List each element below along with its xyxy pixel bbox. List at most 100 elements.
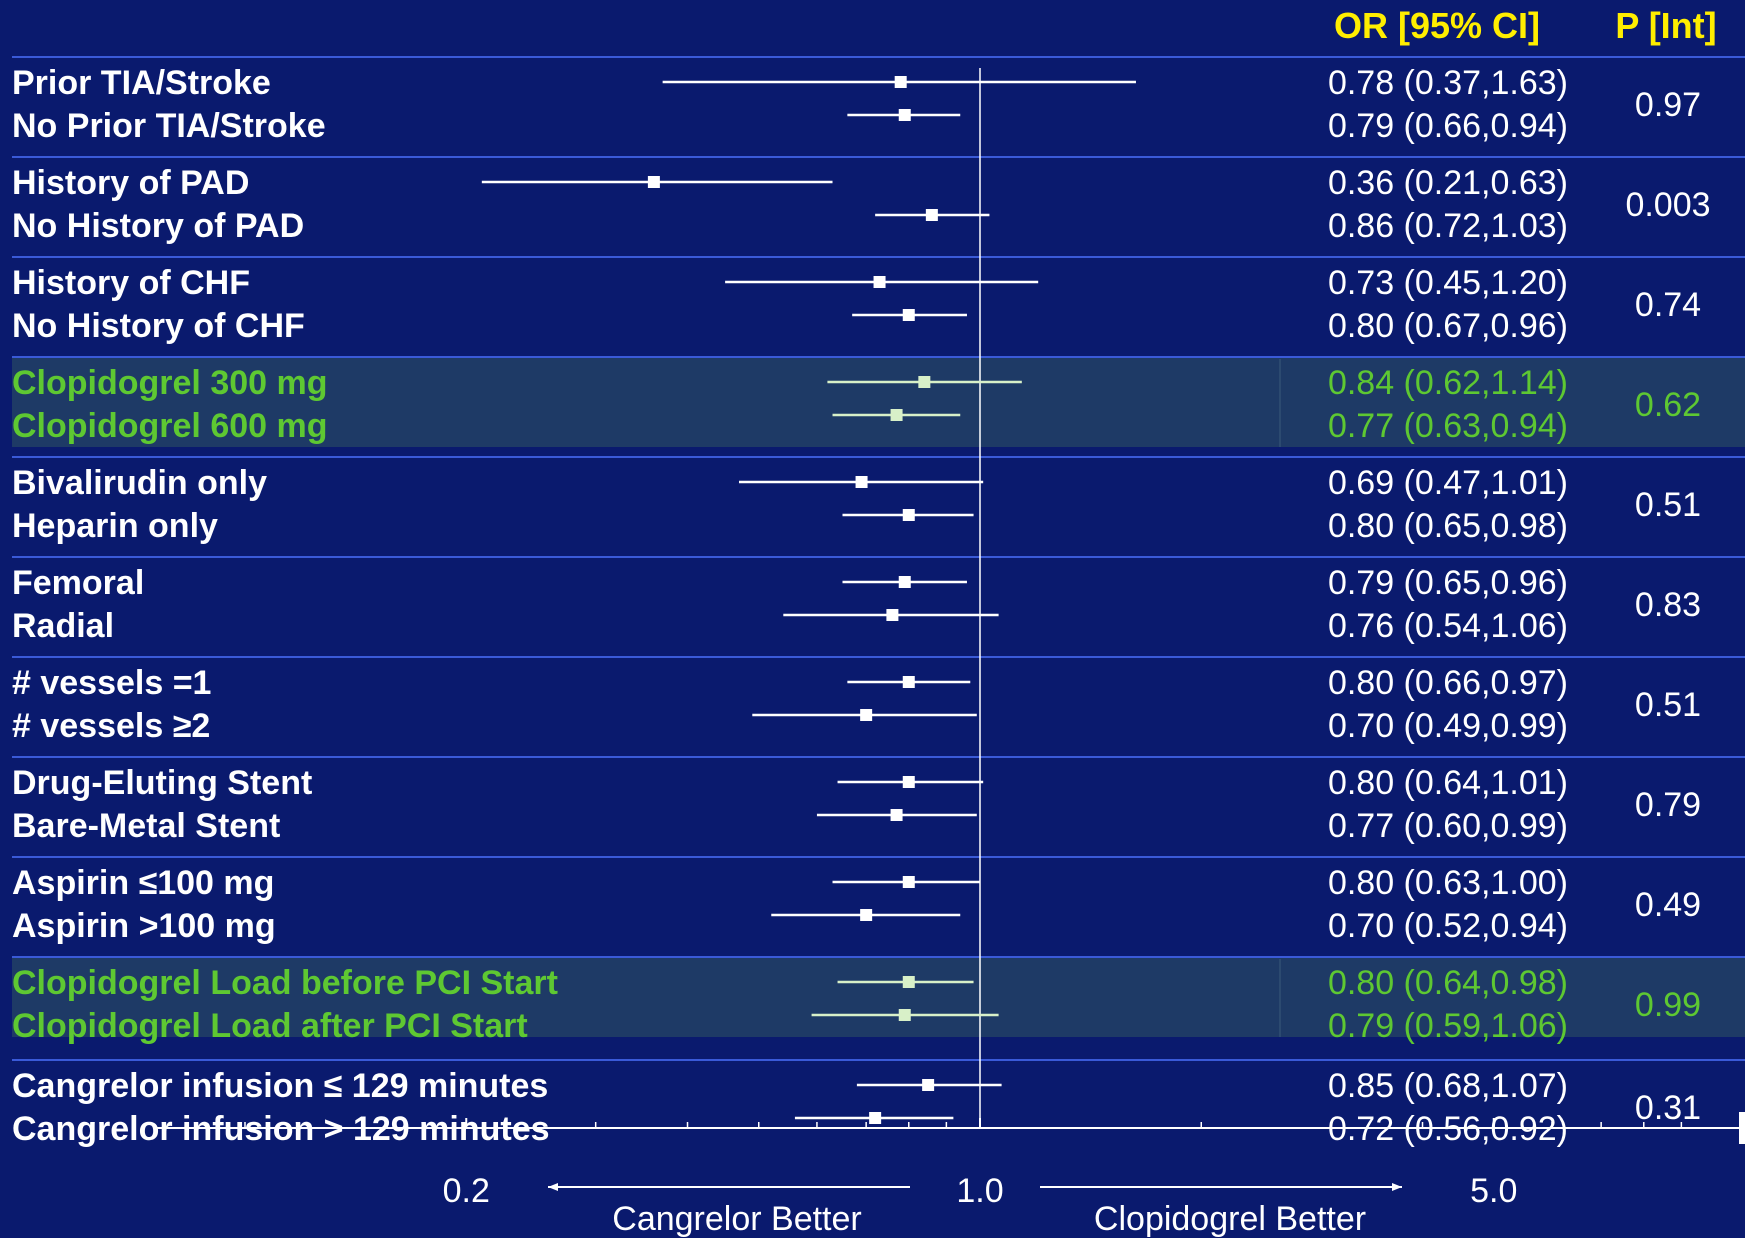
or-ci-value: 0.79 (0.59,1.06) [1328,1007,1568,1045]
x-axis: 0.2 1.0 5.0 Cangrelor Better Clopidogrel Bet… [157,1112,1745,1238]
or-marker [902,976,915,988]
or-marker [902,676,915,688]
row-label: No History of CHF [12,307,305,345]
or-marker [855,476,868,488]
row-label: Bare-Metal Stent [12,807,280,845]
or-ci-value: 0.84 (0.62,1.14) [1328,364,1568,402]
or-marker [898,109,911,121]
row-label: Aspirin >100 mg [12,907,276,945]
subgroup-3: History of CHF 0.73 (0.45,1.20) No History… [12,264,1701,345]
subgroup-6: Femoral 0.79 (0.65,0.96) Radial 0.76 (0.54,… [12,564,1701,645]
highlight-band [12,358,1745,447]
or-ci-value: 0.85 (0.68,1.07) [1328,1067,1568,1105]
x-tick-label: 0.2 [443,1172,490,1210]
or-ci-value: 0.70 (0.49,0.99) [1328,707,1568,745]
p-interaction-value: 0.31 [1635,1089,1701,1127]
or-marker [860,909,873,921]
x-axis-end-cap [1739,1112,1745,1144]
or-marker [894,76,907,88]
or-ci-value: 0.69 (0.47,1.01) [1328,464,1568,502]
subgroup-8: Drug-Eluting Stent 0.80 (0.64,1.01) Bare-M… [12,764,1701,845]
p-interaction-value: 0.97 [1635,86,1701,124]
p-interaction-value: 0.74 [1635,286,1701,324]
row-label: Clopidogrel 600 mg [12,407,328,445]
or-marker [869,1112,882,1124]
or-marker [902,309,915,321]
or-ci-value: 0.80 (0.64,1.01) [1328,764,1568,802]
row-label: Femoral [12,564,144,602]
row-label: Clopidogrel Load after PCI Start [12,1007,528,1045]
subgroup-2: History of PAD 0.36 (0.21,0.63) No History… [12,164,1711,245]
right-direction-label: Clopidogrel Better [1094,1200,1366,1238]
or-ci-value: 0.79 (0.66,0.94) [1328,107,1568,145]
or-marker [925,209,938,221]
p-interaction-value: 0.003 [1625,186,1710,224]
forest-rows: Prior TIA/Stroke 0.78 (0.37,1.63) No Prior… [12,64,1711,1148]
highlight-band [12,958,1745,1037]
or-ci-value: 0.80 (0.67,0.96) [1328,307,1568,345]
or-column-header: OR [95% CI] [1334,5,1540,46]
row-label: Aspirin ≤100 mg [12,864,274,902]
column-headers: OR [95% CI] P [Int] [1334,5,1717,46]
subgroup-1: Prior TIA/Stroke 0.78 (0.37,1.63) No Prior… [12,64,1701,145]
row-label: Clopidogrel 300 mg [12,364,328,402]
p-interaction-value: 0.51 [1635,686,1701,724]
or-marker [890,409,903,421]
row-label: Drug-Eluting Stent [12,764,312,802]
p-column-header: P [Int] [1615,5,1716,46]
or-marker [860,709,873,721]
right-direction-arrow [1040,1183,1402,1191]
or-ci-value: 0.73 (0.45,1.20) [1328,264,1568,302]
or-marker [898,576,911,588]
or-ci-value: 0.77 (0.60,0.99) [1328,807,1568,845]
or-ci-value: 0.77 (0.63,0.94) [1328,407,1568,445]
row-label: # vessels =1 [12,664,211,702]
p-interaction-value: 0.49 [1635,886,1701,924]
row-label: No Prior TIA/Stroke [12,107,326,145]
or-marker [890,809,903,821]
row-label: Radial [12,607,114,645]
subgroup-5: Bivalirudin only 0.69 (0.47,1.01) Heparin … [12,464,1701,545]
or-marker [898,1009,911,1021]
or-ci-value: 0.78 (0.37,1.63) [1328,64,1568,102]
row-label: Clopidogrel Load before PCI Start [12,964,558,1002]
subgroup-4: Clopidogrel 300 mg 0.84 (0.62,1.14) Clopid… [12,364,1701,445]
or-marker [922,1079,935,1091]
left-direction-arrow [548,1183,910,1191]
row-label: Heparin only [12,507,218,545]
p-interaction-value: 0.79 [1635,786,1701,824]
p-interaction-value: 0.62 [1635,386,1701,424]
or-ci-value: 0.76 (0.54,1.06) [1328,607,1568,645]
row-label: History of PAD [12,164,249,202]
or-ci-value: 0.80 (0.65,0.98) [1328,507,1568,545]
or-ci-value: 0.86 (0.72,1.03) [1328,207,1568,245]
x-tick-label: 1.0 [956,1172,1003,1210]
p-interaction-value: 0.51 [1635,486,1701,524]
p-interaction-value: 0.99 [1635,986,1701,1024]
left-direction-label: Cangrelor Better [612,1200,861,1238]
or-marker [902,776,915,788]
subgroup-7: # vessels =1 0.80 (0.66,0.97) # vessels ≥2… [12,664,1701,745]
row-label: History of CHF [12,264,250,302]
or-ci-value: 0.79 (0.65,0.96) [1328,564,1568,602]
or-marker [902,509,915,521]
or-marker [902,876,915,888]
or-ci-value: 0.70 (0.52,0.94) [1328,907,1568,945]
or-ci-value: 0.36 (0.21,0.63) [1328,164,1568,202]
highlight-bands [12,358,1745,1037]
or-ci-value: 0.80 (0.66,0.97) [1328,664,1568,702]
or-marker [873,276,886,288]
row-label: Bivalirudin only [12,464,267,502]
row-label: Prior TIA/Stroke [12,64,271,102]
or-marker [647,176,660,188]
or-ci-value: 0.80 (0.63,1.00) [1328,864,1568,902]
subgroup-10: Clopidogrel Load before PCI Start 0.80 (0… [12,964,1701,1045]
subgroup-9: Aspirin ≤100 mg 0.80 (0.63,1.00) Aspirin >… [12,864,1701,945]
row-label: No History of PAD [12,207,304,245]
x-tick-label: 5.0 [1470,1172,1517,1210]
group-dividers [12,56,1745,1061]
row-label: Cangrelor infusion ≤ 129 minutes [12,1067,548,1105]
or-ci-value: 0.80 (0.64,0.98) [1328,964,1568,1002]
or-marker [886,609,899,621]
